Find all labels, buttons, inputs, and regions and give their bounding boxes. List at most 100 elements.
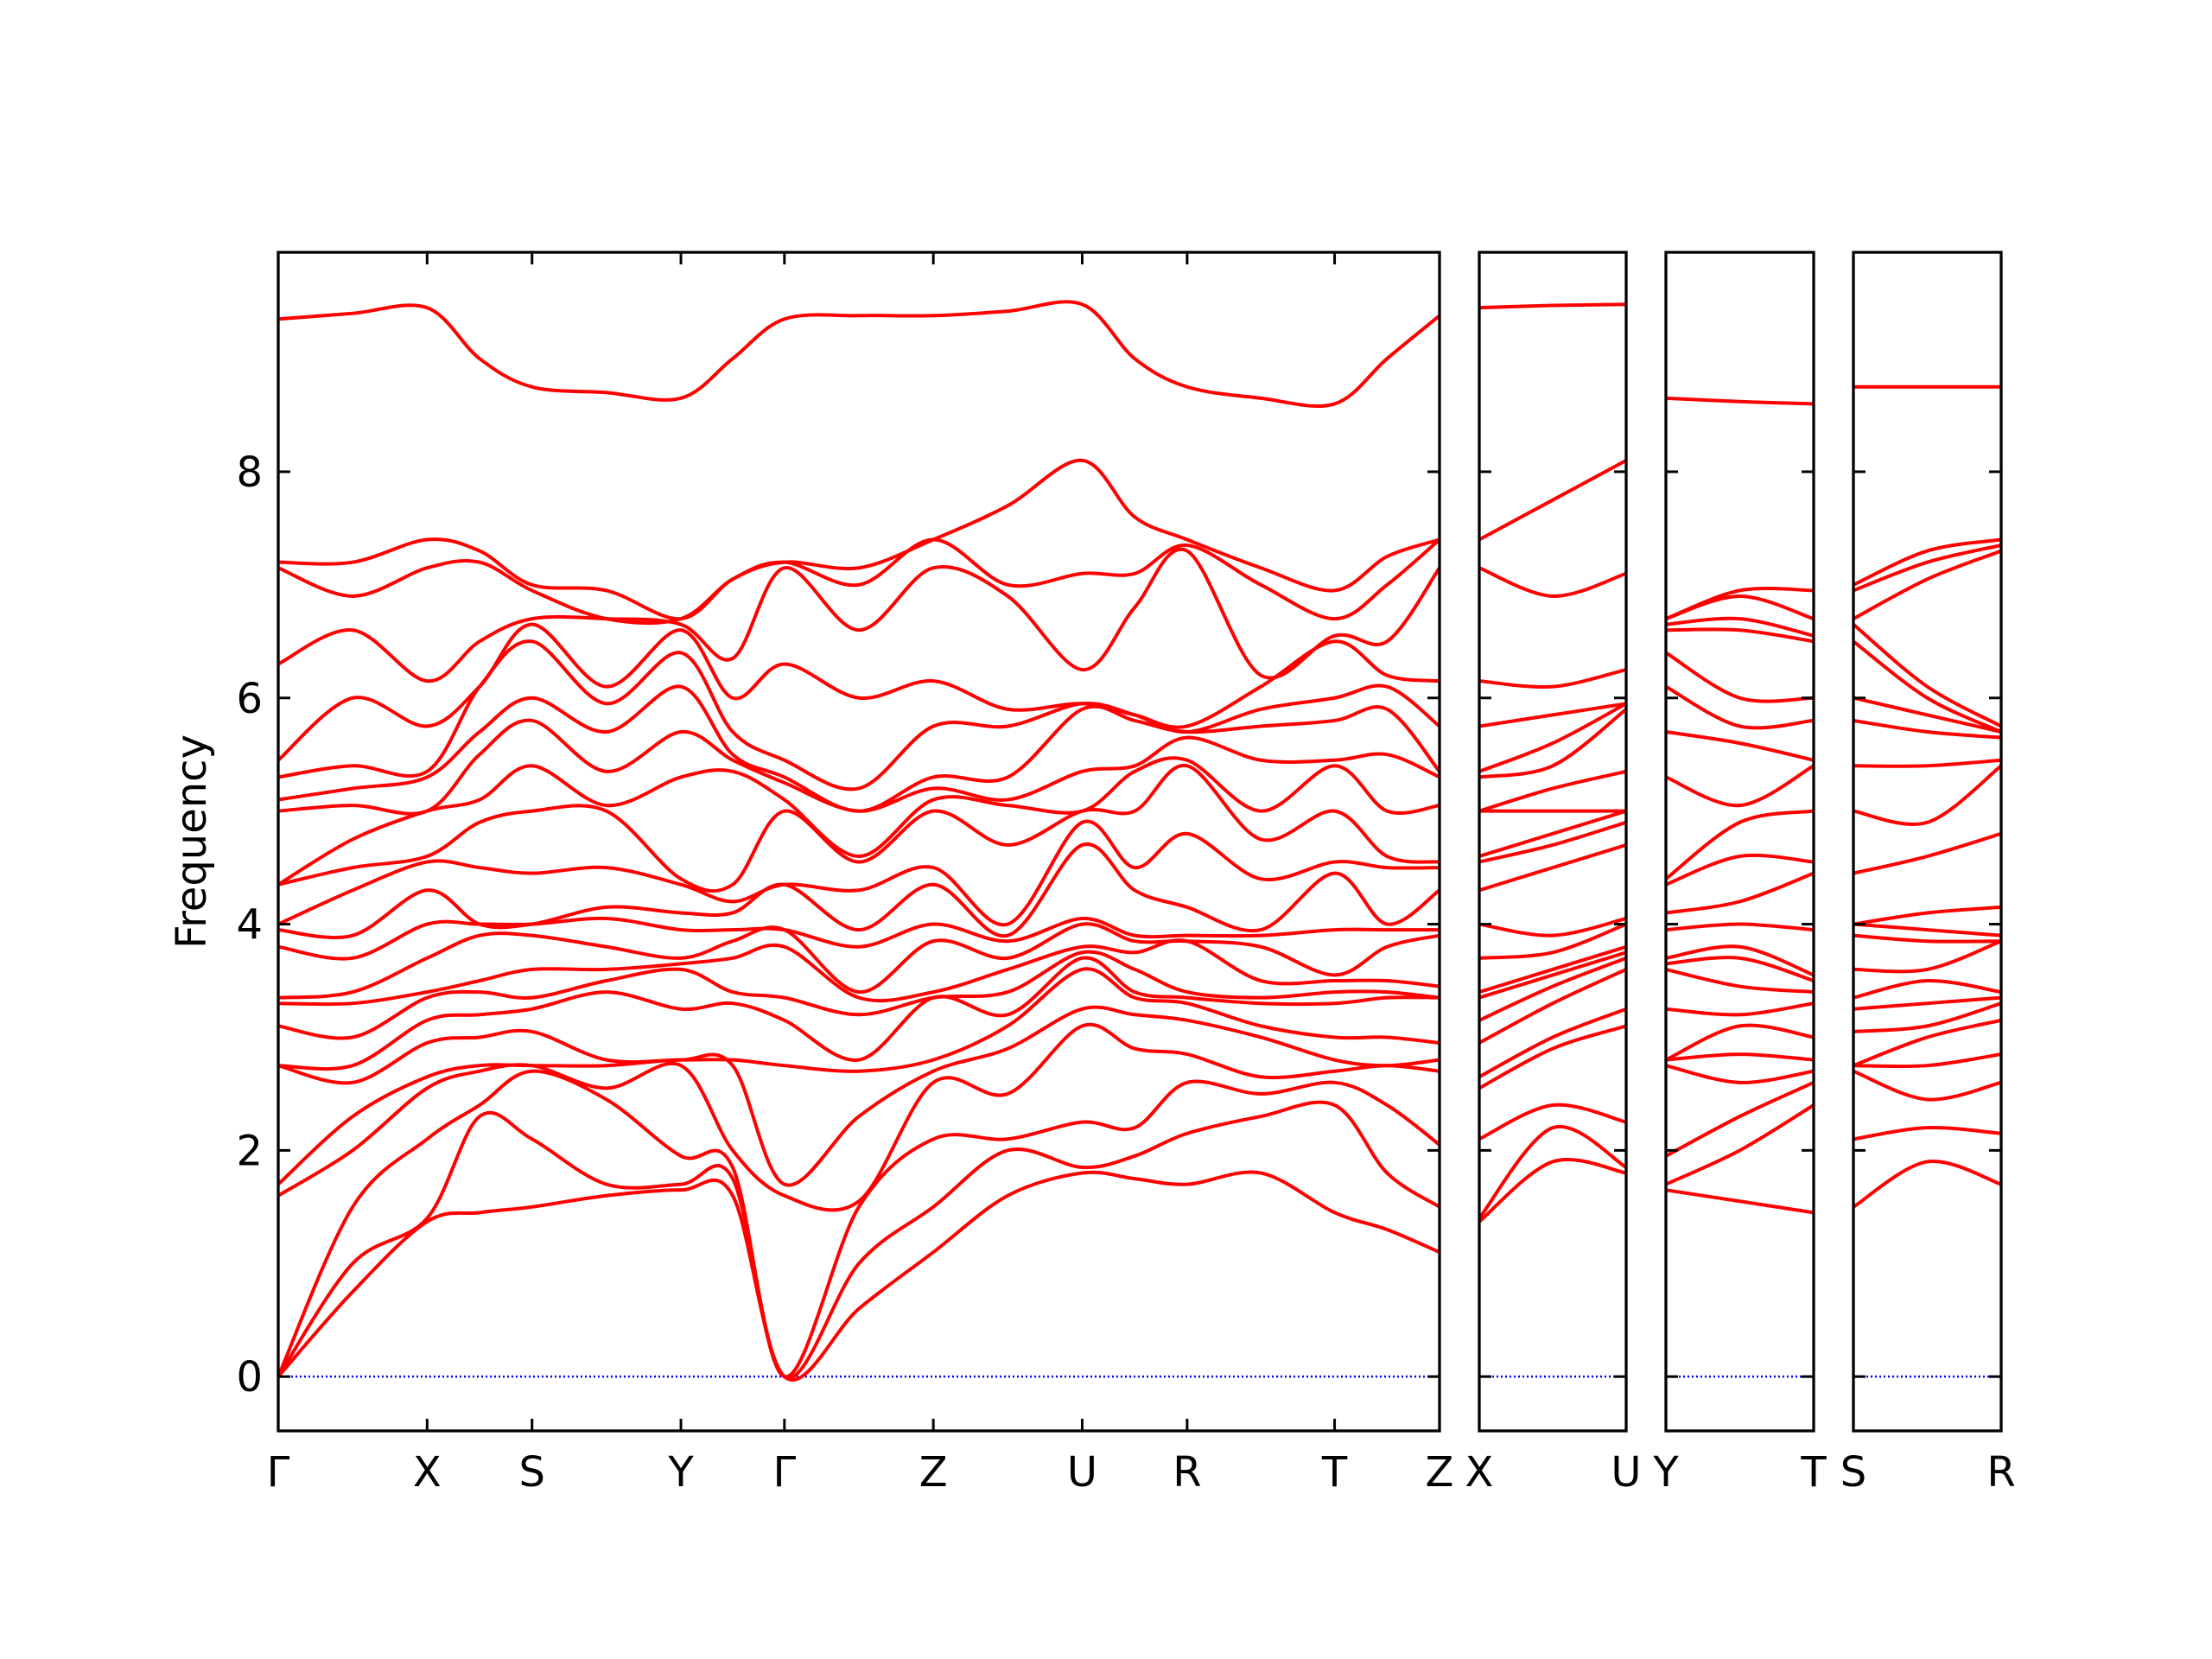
band-line xyxy=(278,922,1440,1000)
x-tick-label: Y xyxy=(1652,1448,1679,1497)
band-line xyxy=(1853,1126,2001,1141)
band-line xyxy=(1853,549,2001,620)
band-line xyxy=(1479,809,1626,858)
bands xyxy=(278,300,1440,1382)
band-line xyxy=(1479,820,1626,864)
band-line xyxy=(1479,1103,1626,1141)
band-line xyxy=(1666,853,1814,887)
band-line xyxy=(1479,944,1626,995)
band-line xyxy=(1666,956,1814,982)
frame xyxy=(1478,251,1628,1433)
band-line xyxy=(1666,871,1814,915)
x-tick-label: Y xyxy=(667,1448,694,1497)
band-line xyxy=(278,622,1440,762)
band-line xyxy=(1666,944,1814,977)
band-line xyxy=(278,537,1440,626)
band-line xyxy=(1666,651,1814,703)
band-line xyxy=(1666,586,1814,620)
band-line xyxy=(1853,696,2001,734)
band-line xyxy=(1479,708,1626,779)
band-line xyxy=(1853,1160,2001,1209)
bands xyxy=(1666,396,1814,1215)
x-tick-label: U xyxy=(1067,1448,1097,1497)
band-line xyxy=(1479,956,1626,1022)
band-line xyxy=(1479,702,1626,773)
bands xyxy=(1853,385,2001,1209)
y-tick-label: 0 xyxy=(236,1353,263,1402)
band-line xyxy=(1853,1069,2001,1102)
band-line xyxy=(1853,758,2001,768)
frame xyxy=(1852,251,2003,1433)
x-tick-label: S xyxy=(1840,1448,1866,1497)
x-tick-label: Z xyxy=(1426,1448,1454,1497)
x-tick-label: R xyxy=(1173,1448,1201,1497)
y-axis-label: Frequency xyxy=(168,734,216,949)
band-line xyxy=(278,764,1440,893)
band-line xyxy=(1853,543,2001,593)
x-tick-label: Γ xyxy=(772,1448,796,1497)
y-tick-label: 8 xyxy=(236,448,263,497)
x-tick-label: T xyxy=(1321,1448,1348,1497)
x-tick-label: Z xyxy=(919,1448,948,1497)
band-line xyxy=(1853,1001,2001,1033)
band-line xyxy=(278,938,1440,1007)
band-line xyxy=(1666,1103,1814,1186)
band-line xyxy=(1666,764,1814,808)
band-line xyxy=(1666,922,1814,932)
band-line xyxy=(1853,718,2001,740)
panel: 0 2 4 6 8 Γ X S Y Γ Z U R T Z Frequency xyxy=(168,251,1454,1497)
band-line xyxy=(1666,627,1814,644)
band-line xyxy=(278,956,1440,1071)
band-line xyxy=(1479,1024,1626,1090)
band-line xyxy=(1853,1052,2001,1069)
band-line xyxy=(1853,1018,2001,1068)
band-line xyxy=(1479,702,1626,728)
band-line xyxy=(1479,566,1626,598)
band-line xyxy=(278,1005,1440,1187)
band-line xyxy=(278,819,1440,927)
band-line xyxy=(278,547,1440,683)
band-line xyxy=(1666,616,1814,638)
band-line xyxy=(1853,623,2001,728)
band-line xyxy=(1479,843,1626,893)
band-line xyxy=(278,684,1440,813)
band-line xyxy=(278,300,1440,408)
band-line xyxy=(1479,302,1626,310)
band-line xyxy=(1479,1124,1626,1220)
band-line xyxy=(278,1100,1440,1380)
y-tick-label: 2 xyxy=(236,1127,263,1175)
band-line xyxy=(1853,764,2001,826)
band-line xyxy=(1666,967,1814,995)
x-tick-label: R xyxy=(1986,1448,2015,1497)
band-line xyxy=(1666,1081,1814,1158)
frame xyxy=(1664,251,1815,1433)
band-line xyxy=(1666,396,1814,406)
x-tick-label: X xyxy=(1465,1448,1494,1497)
band-line xyxy=(278,916,1440,961)
band-line xyxy=(278,842,1440,940)
band-line xyxy=(278,458,1440,621)
band-line xyxy=(1479,668,1626,690)
band-line xyxy=(1853,537,2001,587)
x-tick-label: U xyxy=(1611,1448,1641,1497)
band-line xyxy=(1666,1064,1814,1084)
band-line xyxy=(278,950,1440,1040)
band-line xyxy=(1666,1023,1814,1062)
x-tick-label: T xyxy=(1800,1448,1827,1497)
band-line xyxy=(1479,922,1626,960)
band-line xyxy=(1479,917,1626,938)
band-line xyxy=(278,1170,1440,1382)
x-tick-label: S xyxy=(519,1448,545,1497)
band-line xyxy=(1479,1158,1626,1224)
band-line xyxy=(1666,1001,1814,1017)
band-line xyxy=(1853,639,2001,734)
band-line xyxy=(1853,939,2001,974)
band-line xyxy=(1479,968,1626,1045)
band-line xyxy=(1853,979,2001,1000)
band-line xyxy=(278,756,1440,887)
band-line xyxy=(1666,1188,1814,1215)
band-line xyxy=(1479,950,1626,1000)
